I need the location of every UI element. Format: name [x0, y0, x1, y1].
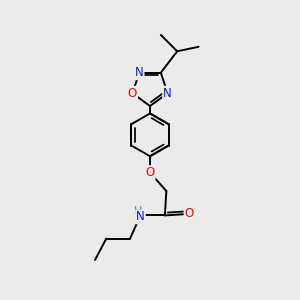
Text: O: O	[128, 87, 137, 100]
Text: N: N	[136, 210, 145, 224]
Text: N: N	[135, 66, 143, 79]
Text: H: H	[134, 206, 142, 216]
Text: O: O	[146, 166, 154, 179]
Text: O: O	[184, 207, 194, 220]
Text: N: N	[163, 87, 172, 100]
